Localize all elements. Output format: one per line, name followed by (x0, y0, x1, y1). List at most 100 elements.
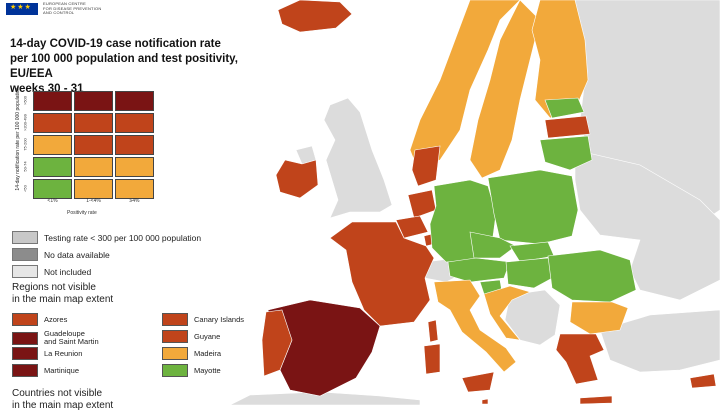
region-label: Martinique (44, 365, 80, 375)
region-legend-item: Azores (12, 313, 67, 326)
org-name: EUROPEAN CENTRE FOR DISEASE PREVENTION A… (43, 1, 113, 16)
region-legend-item: Guadeloupe and Saint Martin (12, 330, 99, 346)
matrix-row-label: 75-200 (22, 138, 28, 151)
region-swatch (162, 330, 188, 343)
sicily-region (461, 371, 495, 393)
sweden-region (469, 0, 541, 179)
region-swatch (12, 347, 38, 360)
legend-label: Testing rate < 300 per 100 000 populatio… (44, 232, 202, 243)
matrix-cell (74, 157, 113, 177)
belarus-ukraine-region (574, 149, 720, 301)
crete-region (579, 395, 613, 405)
matrix-cell (115, 135, 154, 155)
croatia-region (483, 285, 531, 341)
malta-region (481, 398, 489, 405)
matrix-y-axis-label: 14-day notification rate per 100 000 pop… (15, 87, 21, 191)
title-line-2: per 100 000 population and test positivi… (10, 53, 238, 80)
czechia-region (469, 231, 517, 259)
region-legend-item: La Reunion (12, 347, 82, 360)
matrix-col-label: <1% (47, 198, 58, 204)
legend-swatch (12, 265, 38, 278)
region-legend-item: Martinique (12, 364, 79, 377)
austria-region (447, 257, 511, 283)
italy-region (433, 279, 517, 373)
iceland-region (277, 0, 353, 33)
poland-region (487, 169, 579, 245)
region-legend-item: Guyane (162, 330, 220, 343)
matrix-cell (74, 91, 113, 111)
north-africa-region (229, 391, 421, 405)
lithuania-region (539, 135, 593, 171)
matrix-cell (74, 135, 113, 155)
matrix-cell (74, 113, 113, 133)
legend-swatch (12, 231, 38, 244)
legend-swatch (12, 248, 38, 261)
matrix-x-axis-label: Positivity rate (67, 210, 97, 216)
org-line-2: FOR DISEASE PREVENTION (43, 5, 102, 11)
legend-label: Not included (44, 266, 92, 277)
legend-testing-rate: Testing rate < 300 per 100 000 populatio… (12, 231, 201, 244)
latvia-region (544, 115, 591, 139)
legend-not-included: Not included (12, 265, 91, 278)
great-britain-region (323, 97, 393, 219)
matrix-col-label: 1-<4% (86, 198, 101, 204)
org-line-1: EUROPEAN CENTRE (43, 1, 87, 6)
ireland-region (275, 159, 319, 199)
region-label: Canary Islands (194, 314, 245, 324)
regions-heading: Regions not visible in the main map exte… (12, 282, 114, 305)
denmark-region (411, 145, 441, 187)
matrix-row-label: 50-74 (22, 161, 28, 172)
matrix-cell (115, 91, 154, 111)
matrix-cell (33, 91, 72, 111)
org-line-3: AND CONTROL (43, 10, 75, 15)
matrix-cell (33, 135, 72, 155)
romania-region (547, 249, 637, 303)
matrix-cell (74, 179, 113, 199)
legend-label: No data available (44, 249, 110, 260)
countries-heading: Countries not visible in the main map ex… (12, 388, 114, 411)
region-label: La Reunion (44, 348, 83, 358)
region-swatch (162, 347, 188, 360)
corsica-region (427, 319, 439, 343)
region-swatch (162, 313, 188, 326)
region-legend-item: Mayotte (162, 364, 221, 377)
matrix-cell (33, 157, 72, 177)
matrix-cell (33, 113, 72, 133)
matrix-row-label: >500 (22, 96, 28, 106)
matrix-cell (115, 179, 154, 199)
region-label: Mayotte (194, 365, 221, 375)
norway-region (409, 0, 521, 171)
eu-flag-icon (6, 2, 38, 15)
matrix-cell (115, 113, 154, 133)
ecdc-logo: EUROPEAN CENTRE FOR DISEASE PREVENTION A… (6, 1, 113, 16)
legend-no-data: No data available (12, 248, 110, 261)
region-label: Azores (44, 314, 68, 324)
region-swatch (12, 313, 38, 326)
region-legend-item: Canary Islands (162, 313, 244, 326)
region-swatch (12, 331, 38, 345)
balkans-region (504, 289, 561, 346)
region-label: Guadeloupe and Saint Martin (44, 329, 99, 346)
matrix-cell (115, 157, 154, 177)
portugal-region (261, 309, 293, 377)
bulgaria-region (569, 301, 629, 335)
region-legend-item: Madeira (162, 347, 221, 360)
sardinia-region (423, 343, 441, 375)
matrix-row-label: >200-499 (22, 114, 28, 132)
region-label: Madeira (194, 348, 222, 358)
region-swatch (162, 364, 188, 377)
region-swatch (12, 364, 38, 377)
cyprus-region (689, 373, 717, 389)
turkey-region (599, 309, 720, 373)
greece-region (555, 333, 605, 385)
legend-matrix (33, 91, 154, 199)
estonia-region (544, 97, 585, 119)
map-title: 14-day COVID-19 case notification rate p… (10, 37, 280, 97)
title-line-1: 14-day COVID-19 case notification rate (10, 38, 221, 50)
matrix-col-label: ≥4% (129, 198, 140, 204)
france-region (329, 221, 435, 327)
matrix-row-label: <50 (22, 185, 28, 192)
region-label: Guyane (194, 331, 221, 341)
hungary-region (505, 257, 557, 289)
